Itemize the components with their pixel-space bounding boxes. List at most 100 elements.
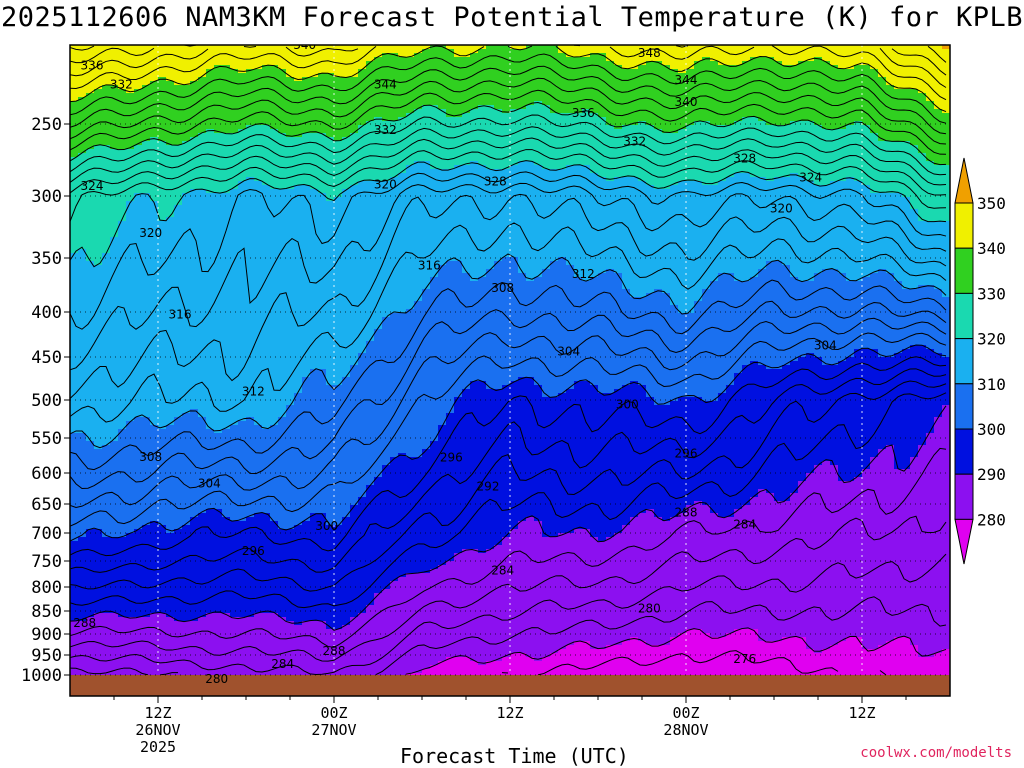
theta-cell [182, 405, 191, 410]
theta-cell [142, 101, 151, 106]
theta-cell [174, 77, 183, 82]
theta-cell [238, 661, 247, 666]
theta-cell [158, 585, 167, 590]
theta-cell [94, 313, 103, 318]
theta-cell [270, 605, 279, 610]
theta-cell [214, 349, 223, 354]
theta-cell [102, 469, 111, 474]
theta-cell [198, 501, 207, 506]
theta-cell [182, 429, 191, 434]
theta-cell [310, 425, 319, 430]
theta-cell [214, 157, 223, 162]
theta-cell [222, 325, 231, 330]
theta-cell [302, 225, 311, 230]
theta-cell [158, 409, 167, 414]
theta-cell [110, 501, 119, 506]
theta-cell [318, 389, 327, 394]
theta-cell [94, 121, 103, 126]
theta-cell [222, 297, 231, 302]
theta-cell [158, 561, 167, 566]
theta-cell [150, 577, 159, 582]
theta-cell [270, 337, 279, 342]
theta-cell [230, 601, 239, 606]
theta-cell [158, 293, 167, 298]
theta-cell [310, 473, 319, 478]
theta-cell [142, 97, 151, 102]
theta-cell [158, 621, 167, 626]
theta-cell [206, 549, 215, 554]
theta-cell [270, 217, 279, 222]
theta-cell [126, 461, 135, 466]
theta-cell [182, 585, 191, 590]
theta-cell [78, 65, 87, 70]
theta-cell [198, 453, 207, 458]
theta-cell [270, 61, 279, 66]
theta-cell [142, 93, 151, 98]
theta-cell [278, 361, 287, 366]
theta-cell [142, 425, 151, 430]
theta-cell [214, 281, 223, 286]
theta-cell [142, 253, 151, 258]
theta-cell [174, 133, 183, 138]
theta-cell [198, 209, 207, 214]
theta-cell [182, 329, 191, 334]
theta-cell [142, 629, 151, 634]
theta-cell [86, 453, 95, 458]
theta-cell [270, 157, 279, 162]
theta-cell [262, 617, 271, 622]
theta-cell [142, 525, 151, 530]
theta-cell [142, 105, 151, 110]
theta-cell [78, 217, 87, 222]
theta-cell [182, 453, 191, 458]
theta-cell [78, 557, 87, 562]
theta-cell [238, 437, 247, 442]
theta-cell [150, 225, 159, 230]
theta-cell [142, 209, 151, 214]
theta-cell [246, 633, 255, 638]
theta-cell [158, 273, 167, 278]
theta-cell [206, 141, 215, 146]
theta-cell [262, 77, 271, 82]
theta-cell [254, 537, 263, 542]
theta-cell [86, 541, 95, 546]
theta-cell [206, 617, 215, 622]
theta-cell [182, 145, 191, 150]
theta-cell [270, 169, 279, 174]
theta-cell [126, 81, 135, 86]
theta-cell [246, 281, 255, 286]
theta-cell [246, 385, 255, 390]
theta-cell [134, 273, 143, 278]
theta-cell [262, 73, 271, 78]
theta-cell [238, 193, 247, 198]
theta-cell [246, 569, 255, 574]
theta-cell [102, 385, 111, 390]
theta-cell [142, 485, 151, 490]
theta-cell [94, 361, 103, 366]
theta-cell [222, 257, 231, 262]
theta-cell [142, 589, 151, 594]
theta-cell [70, 297, 79, 302]
theta-cell [230, 569, 239, 574]
theta-cell [310, 345, 319, 350]
theta-cell [302, 549, 311, 554]
theta-cell [294, 457, 303, 462]
theta-cell [262, 493, 271, 498]
theta-cell [78, 661, 87, 666]
theta-cell [262, 217, 271, 222]
theta-cell [318, 125, 327, 130]
theta-cell [110, 177, 119, 182]
theta-cell [158, 549, 167, 554]
theta-cell [214, 333, 223, 338]
theta-cell [150, 321, 159, 326]
theta-cell [94, 81, 103, 86]
theta-cell [70, 261, 79, 266]
theta-cell [94, 377, 103, 382]
theta-cell [214, 73, 223, 78]
theta-cell [254, 641, 263, 646]
theta-cell [142, 365, 151, 370]
theta-cell [86, 97, 95, 102]
theta-cell [246, 565, 255, 570]
theta-cell [302, 529, 311, 534]
theta-cell [70, 621, 79, 626]
theta-cell [70, 293, 79, 298]
